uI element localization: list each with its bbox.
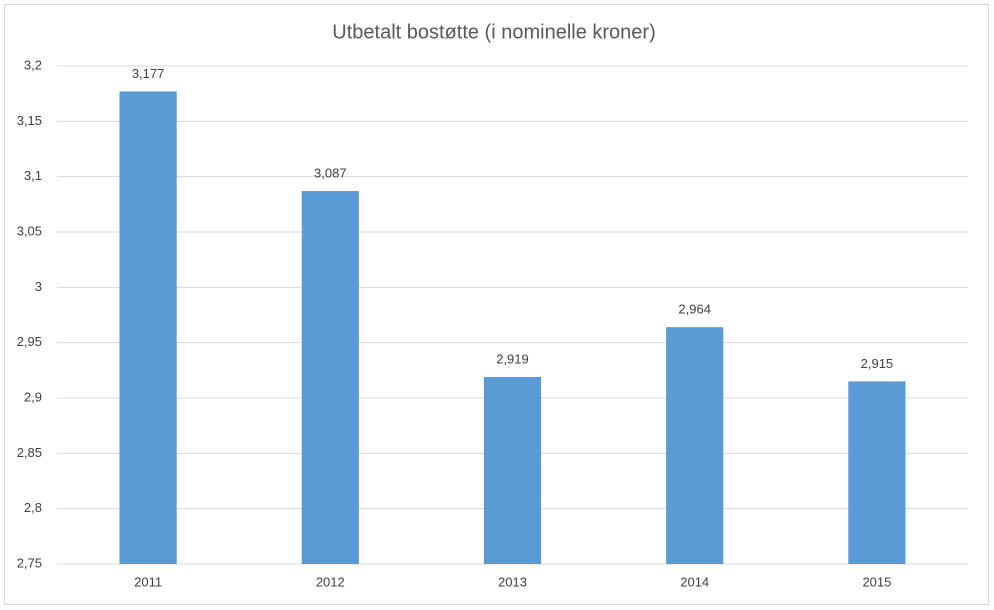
y-tick-label: 3,05	[17, 223, 42, 238]
y-tick-label: 2,8	[24, 500, 42, 515]
y-tick-label: 3	[35, 279, 42, 294]
y-tick-label: 2,9	[24, 389, 42, 404]
value-label: 2,919	[496, 351, 529, 366]
y-tick-label: 2,95	[17, 334, 42, 349]
value-label: 3,177	[132, 66, 165, 81]
y-tick-label: 3,1	[24, 168, 42, 183]
value-label: 3,087	[314, 165, 347, 180]
bar	[483, 376, 542, 564]
bar	[848, 381, 906, 564]
y-tick-label: 2,75	[17, 555, 42, 570]
y-tick-label: 3,15	[17, 113, 42, 128]
x-tick-label: 2012	[316, 574, 345, 589]
y-tick-label: 3,2	[24, 57, 42, 72]
x-tick-label: 2011	[134, 574, 162, 589]
x-tick-label: 2014	[680, 574, 709, 589]
bar	[666, 327, 724, 564]
bar	[301, 191, 359, 564]
value-label: 2,964	[678, 302, 711, 317]
x-tick-label: 2015	[862, 574, 891, 589]
y-tick-label: 2,85	[17, 445, 42, 460]
bar	[119, 91, 177, 564]
value-label: 2,915	[861, 356, 894, 371]
x-tick-label: 2013	[498, 574, 527, 589]
chart-title: Utbetalt bostøtte (i nominelle kroner)	[332, 21, 655, 43]
